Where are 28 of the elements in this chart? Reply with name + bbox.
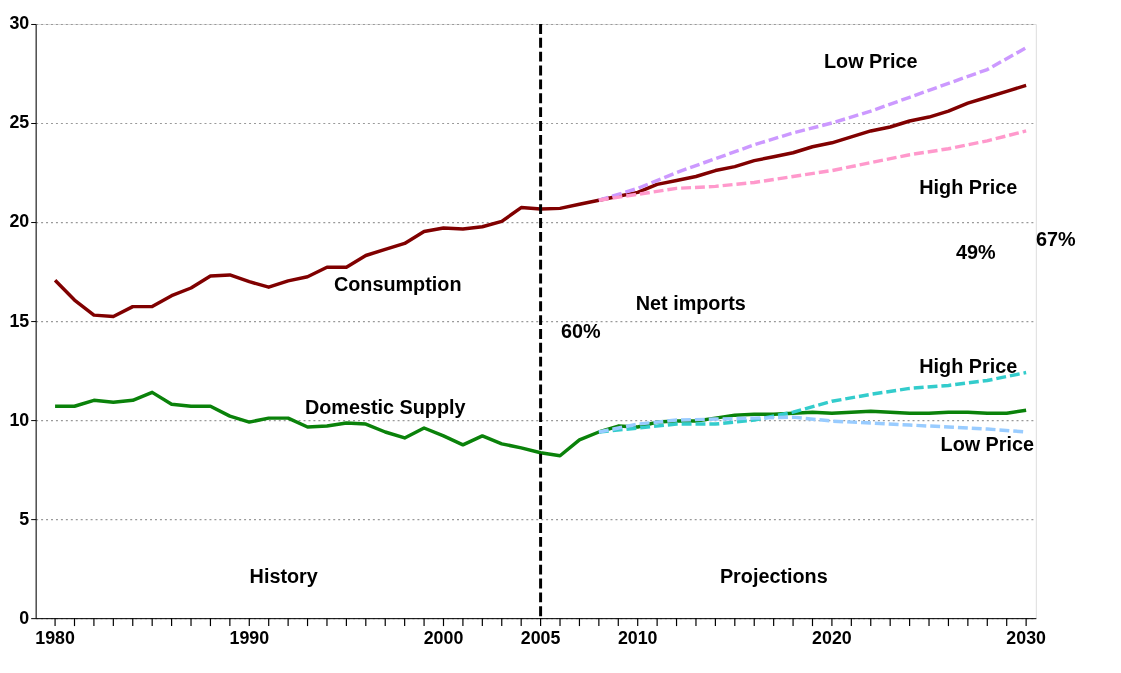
series-label: Low Price [940, 432, 1035, 455]
line-series [597, 129, 1028, 202]
annotation: 60% [560, 320, 601, 343]
y-tick-label: 15 [9, 310, 30, 331]
y-tick-label: 0 [19, 607, 30, 628]
series-label: High Price [919, 354, 1018, 377]
x-tick-label: 2000 [423, 627, 464, 648]
series-label: High Price [919, 176, 1018, 199]
annotation: 49% [956, 241, 997, 264]
y-tick-label: 25 [9, 112, 30, 133]
annotation: Projections [719, 564, 828, 587]
y-tick-label: 10 [9, 409, 30, 430]
x-tick-label: 2010 [617, 627, 658, 648]
annotation: History [249, 564, 318, 587]
x-tick-label: 1990 [229, 627, 270, 648]
y-tick-label: 20 [9, 211, 30, 232]
series-label: Low Price [824, 49, 918, 72]
y-tick-label: 30 [9, 13, 30, 34]
x-tick-label: 2030 [1006, 627, 1047, 648]
series-label: Domestic Supply [304, 396, 466, 419]
x-tick-label: 2020 [812, 627, 852, 648]
annotation: Net imports [635, 291, 746, 314]
series-label: Consumption [333, 272, 462, 295]
y-tick-label: 5 [19, 508, 30, 529]
line-series [53, 83, 1028, 319]
x-tick-label: 2005 [520, 627, 561, 648]
x-tick-label: 1980 [35, 627, 75, 648]
text: 67% [1036, 227, 1077, 250]
